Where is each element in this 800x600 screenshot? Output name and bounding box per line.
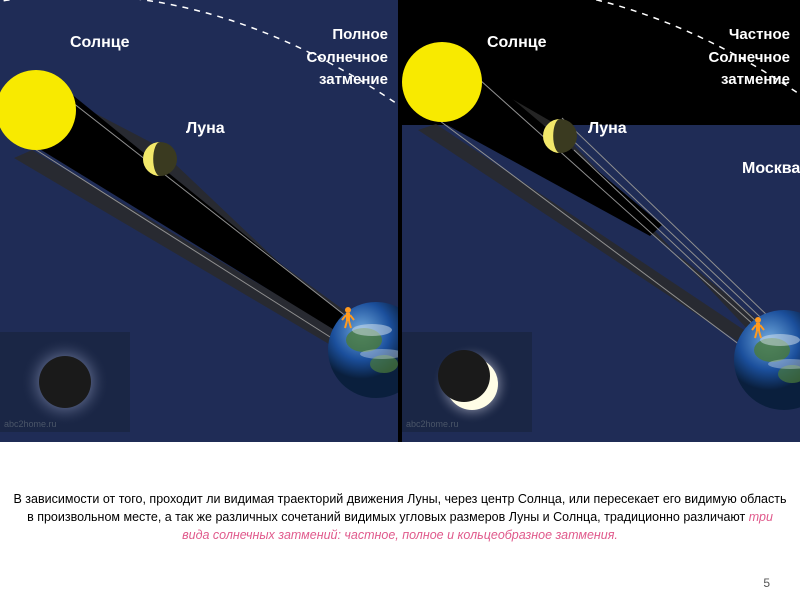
panel-title: ЧастноеСолнечноезатмение bbox=[709, 24, 790, 92]
moon-label: Луна bbox=[186, 120, 225, 138]
watermark: abc2home.ru bbox=[406, 419, 459, 429]
panel-partial-eclipse: Солнце Луна Москва ЧастноеСолнечноезатмение… bbox=[402, 0, 800, 442]
eclipse-inset: abc2home.ru bbox=[0, 332, 130, 432]
sun-label: Солнце bbox=[487, 34, 547, 52]
eclipse-inset: abc2home.ru bbox=[402, 332, 532, 432]
moon-label: Луна bbox=[588, 120, 627, 138]
page-number: 5 bbox=[763, 576, 770, 590]
city-label: Москва bbox=[742, 160, 800, 178]
watermark: abc2home.ru bbox=[4, 419, 57, 429]
panel-title: ПолноеСолнечноезатмение bbox=[307, 24, 388, 92]
caption-text: В зависимости от того, проходит ли видим… bbox=[0, 490, 800, 544]
sun-label: Солнце bbox=[70, 34, 130, 52]
caption-plain: В зависимости от того, проходит ли видим… bbox=[14, 492, 787, 524]
panel-total-eclipse: Солнце Луна ПолноеСолнечноезатмение abc2hom… bbox=[0, 0, 398, 442]
